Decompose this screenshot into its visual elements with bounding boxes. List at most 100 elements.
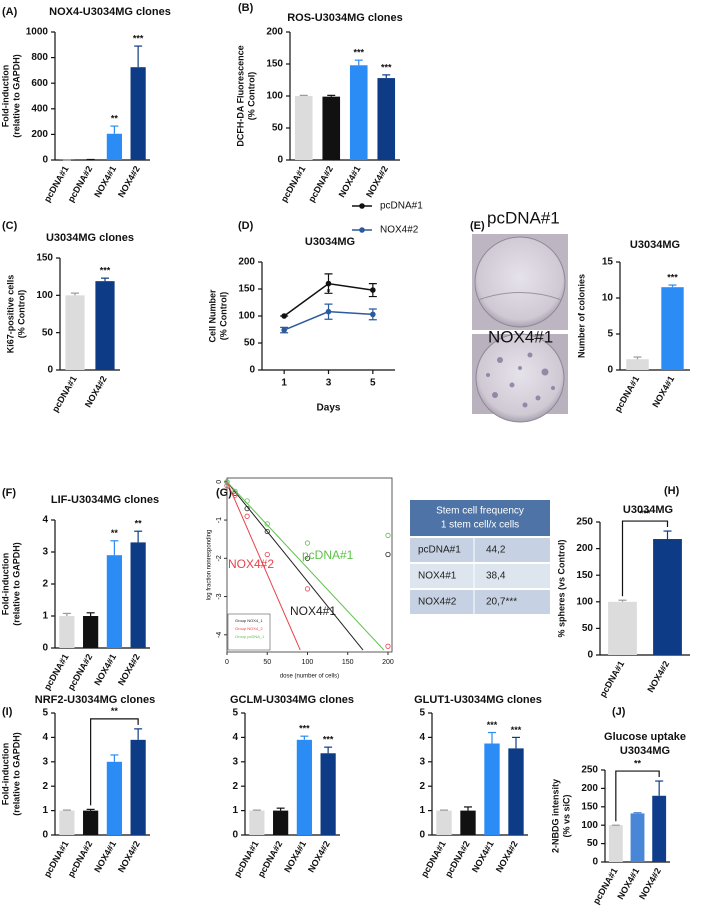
panel-label: (J) (612, 706, 626, 718)
table-row (410, 590, 550, 614)
y-tick-label: 3 (42, 547, 48, 558)
y-tick-label: 1 (232, 805, 238, 816)
y-axis-label: Number of colonies (576, 274, 586, 358)
point (325, 308, 332, 315)
y-axis-label: % spheres (vs Control) (556, 539, 566, 637)
x-tick-label: NOX4#2 (116, 652, 142, 687)
panel-label: (G) (216, 487, 232, 499)
y-axis-label: (% Control) (246, 72, 256, 121)
y-axis-label: log fraction nonresponding (207, 530, 213, 601)
y-tick-label: 0 (42, 830, 48, 841)
x-tick-label: 0 (225, 659, 229, 666)
y-tick-label: 0 (232, 830, 238, 841)
legend-dot (359, 227, 365, 233)
y-tick-label: 150 (581, 801, 598, 812)
legend-label: Group pcDNA_1 (235, 634, 265, 639)
chart-title: U3034MG (620, 745, 670, 757)
significance: *** (511, 725, 522, 735)
y-tick-label: 100 (581, 820, 598, 831)
x-tick-label: NOX4#2 (364, 164, 390, 199)
x-tick-label: NOX4#2 (116, 164, 142, 199)
point (244, 498, 250, 504)
x-tick-label: 5 (370, 378, 376, 389)
table-row (410, 538, 550, 562)
point (304, 586, 311, 592)
bar (296, 739, 312, 835)
panel-label: (H) (664, 485, 680, 497)
y-tick-label: 15 (602, 257, 614, 268)
y-tick-label: 150 (266, 59, 283, 70)
significance: ** (111, 706, 119, 716)
chart-title: LIF-U3034MG clones (51, 494, 159, 506)
y-tick-label: 100 (36, 290, 53, 301)
y-tick-label: -3 (216, 593, 223, 599)
significance: *** (299, 724, 310, 734)
bar (106, 555, 122, 648)
bar (349, 65, 368, 160)
point (264, 551, 270, 558)
y-axis-label: (relative to GAPDH) (11, 732, 21, 816)
x-tick-label: 150 (342, 659, 354, 666)
significance: *** (487, 720, 498, 730)
y-tick-label: 0 (419, 830, 425, 841)
chart-title: U3034MG (305, 236, 355, 248)
legend-label: NOX4#2 (380, 225, 419, 236)
significance: *** (381, 62, 392, 72)
x-tick-label: NOX4#1 (470, 839, 496, 874)
y-tick-label: 50 (587, 838, 599, 849)
dish-edge (477, 292, 563, 301)
y-axis-label: (% Control) (16, 290, 26, 339)
legend-label: pcDNA#1 (380, 201, 423, 212)
bar (484, 743, 500, 835)
chart-title: U3034MG (630, 239, 680, 251)
chart-title: U3034MG clones (46, 232, 134, 244)
x-tick-label: NOX4#2 (645, 659, 671, 694)
bar (59, 810, 75, 835)
bar (630, 813, 645, 862)
y-tick-label: 4 (232, 732, 238, 743)
bar (83, 810, 99, 835)
y-axis-label: (relative to GAPDH) (11, 542, 21, 626)
y-tick-label: 250 (581, 765, 598, 776)
significance: ** (634, 758, 642, 768)
y-tick-label: 150 (238, 284, 255, 295)
point (385, 532, 391, 538)
table-row (410, 564, 550, 588)
bar (653, 539, 682, 655)
significance: ** (111, 528, 119, 538)
bar (608, 825, 623, 862)
y-tick-label: 5 (419, 708, 425, 719)
significance: ** (135, 519, 143, 529)
y-tick-label: 400 (31, 103, 48, 114)
y-tick-label: -2 (216, 555, 223, 561)
y-axis-label: Fold-induction (0, 553, 10, 615)
dish (475, 333, 565, 423)
y-tick-label: 4 (42, 515, 48, 526)
y-tick-label: 0 (42, 155, 48, 166)
y-axis-label: Ki67-positive cells (5, 275, 15, 354)
bracket (621, 520, 669, 597)
chart-title: ROS-U3034MG clones (287, 12, 403, 24)
bar (59, 616, 75, 648)
table-cell: NOX4#1 (418, 571, 457, 582)
y-tick-label: 0 (607, 365, 613, 376)
y-tick-label: 100 (266, 91, 283, 102)
x-tick-label: NOX4#1 (92, 839, 118, 874)
bar (608, 601, 637, 655)
bar (508, 748, 524, 835)
point (385, 551, 391, 558)
legend-label: Group NOX4_2 (235, 626, 263, 631)
point (264, 521, 270, 527)
y-tick-label: 4 (42, 732, 48, 743)
x-axis-label: Days (317, 403, 341, 414)
legend-label: Group NOX4_1 (235, 618, 263, 623)
bar (65, 295, 85, 370)
point (304, 555, 311, 561)
x-tick-label: NOX4#2 (116, 839, 142, 874)
y-tick-label: 800 (31, 52, 48, 63)
y-tick-label: 2 (419, 781, 425, 792)
table-cell: pcDNA#1 (418, 545, 461, 556)
x-tick-label: pcDNA#1 (50, 374, 79, 414)
y-tick-label: 100 (238, 311, 255, 322)
y-tick-label: 0 (587, 650, 593, 661)
